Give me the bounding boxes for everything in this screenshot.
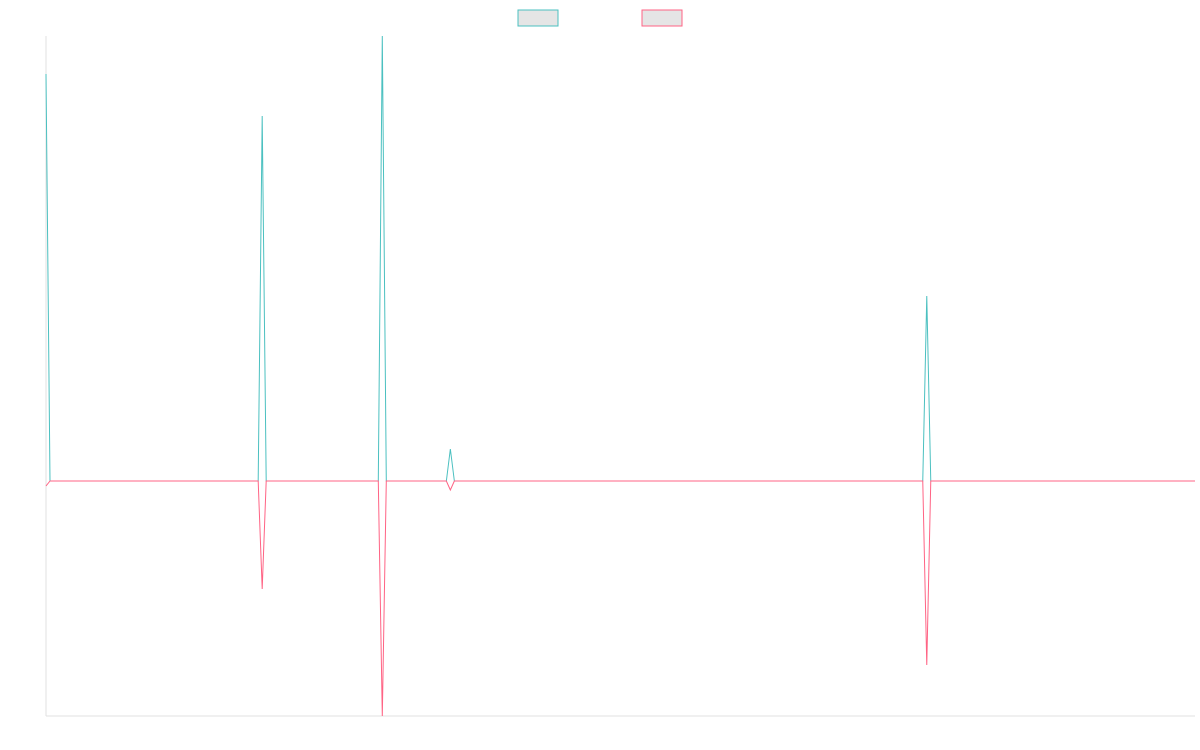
series-line (45, 35, 1195, 482)
series-line (45, 480, 1195, 717)
legend-swatch (517, 9, 559, 27)
legend-swatch (641, 9, 683, 27)
